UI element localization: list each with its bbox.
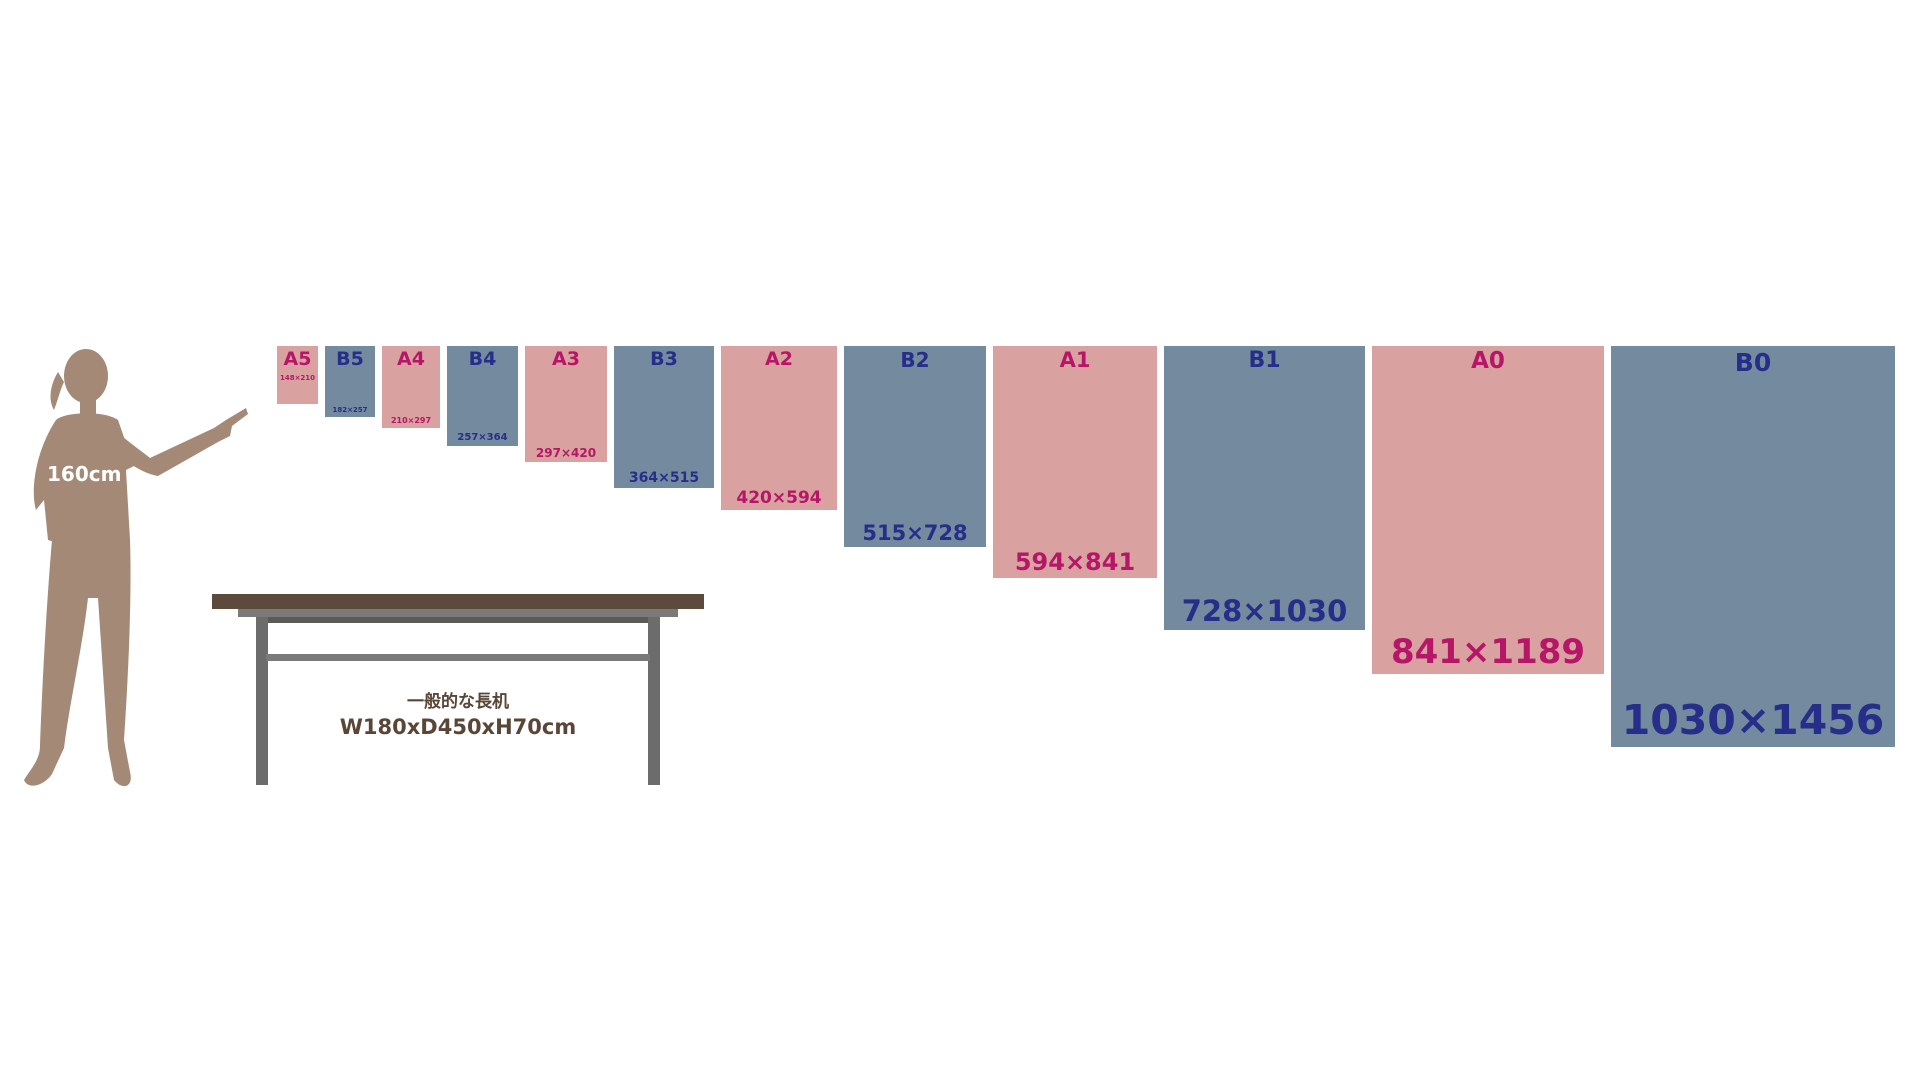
paper-name-label: A0 [1471, 348, 1505, 374]
paper-b5: B5 182×257 [325, 346, 375, 417]
paper-dimensions-label: 594×841 [1014, 548, 1136, 576]
paper-name-label: B5 [336, 348, 364, 370]
paper-b0: B0 1030×1456 [1611, 346, 1895, 747]
table-leg-right [648, 617, 660, 785]
paper-a1: A1 594×841 [993, 346, 1157, 578]
paper-dimensions-label: 210×297 [390, 416, 432, 425]
paper-name-label: A4 [397, 348, 425, 370]
paper-dimensions-label: 728×1030 [1181, 594, 1348, 628]
paper-a2: A2 420×594 [721, 346, 837, 510]
paper-name-label: B3 [650, 348, 678, 370]
paper-name-label: B2 [900, 348, 930, 372]
paper-b4: B4 257×364 [447, 346, 518, 446]
paper-b1: B1 728×1030 [1164, 346, 1365, 630]
paper-dimensions-label: 297×420 [535, 446, 597, 460]
paper-name-label: B1 [1248, 348, 1281, 373]
table-caption-title: 一般的な長机 [407, 692, 509, 712]
paper-dimensions-label: 182×257 [332, 406, 368, 414]
table-under-rail [256, 617, 660, 623]
person-height-label: 160cm [47, 462, 122, 486]
table-top [212, 594, 704, 609]
table-crossbar [266, 654, 650, 661]
paper-a4: A4 210×297 [382, 346, 440, 428]
paper-b2: B2 515×728 [844, 346, 986, 547]
paper-dimensions-label: 515×728 [862, 521, 968, 545]
paper-name-label: A5 [283, 348, 312, 370]
paper-name-label: A1 [1059, 348, 1091, 372]
paper-dimensions-label: 257×364 [457, 432, 508, 443]
paper-name-label: A2 [765, 348, 793, 370]
paper-a5: A5 148×210 [277, 346, 318, 404]
paper-dimensions-label: 148×210 [279, 374, 316, 382]
person-figure [24, 349, 248, 787]
paper-name-label: A3 [552, 348, 580, 370]
paper-a0: A0 841×1189 [1372, 346, 1604, 674]
table-caption-dimensions: W180xD450xH70cm [339, 715, 577, 739]
table-caption: 一般的な長机 W180xD450xH70cm [278, 690, 638, 740]
table-apron [238, 609, 678, 617]
table-leg-left [256, 617, 268, 785]
paper-dimensions-label: 364×515 [628, 470, 700, 486]
paper-name-label: B0 [1734, 348, 1772, 377]
paper-dimensions-label: 420×594 [736, 488, 822, 508]
paper-name-label: B4 [468, 348, 497, 370]
paper-a3: A3 297×420 [525, 346, 607, 462]
paper-dimensions-label: 1030×1456 [1621, 696, 1885, 744]
paper-b3: B3 364×515 [614, 346, 714, 488]
paper-dimensions-label: 841×1189 [1390, 632, 1586, 672]
